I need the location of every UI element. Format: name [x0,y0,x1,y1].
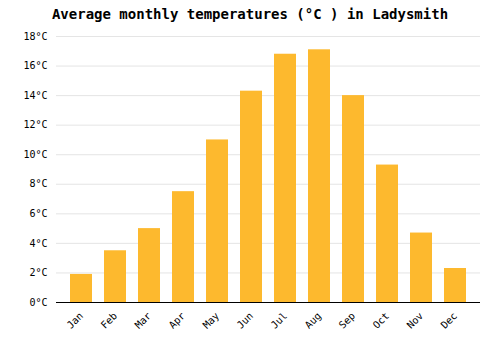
svg-text:8°C: 8°C [29,178,47,189]
svg-text:0°C: 0°C [29,297,47,308]
svg-text:May: May [201,310,222,331]
svg-text:Oct: Oct [371,310,392,331]
svg-text:6°C: 6°C [29,208,47,219]
svg-text:Aug: Aug [303,310,324,331]
svg-text:Nov: Nov [405,310,426,331]
svg-text:Jun: Jun [235,310,256,331]
svg-text:18°C: 18°C [23,31,47,42]
svg-text:10°C: 10°C [23,149,47,160]
svg-text:12°C: 12°C [23,119,47,130]
svg-text:14°C: 14°C [23,90,47,101]
svg-text:Apr: Apr [167,310,188,331]
html-text:Average monthly temperatures (: Average monthly temperatures (°C ) in La… [51,6,449,22]
svg-text:Jul: Jul [269,310,290,331]
svg-text:Dec: Dec [439,310,460,331]
svg-text:Feb: Feb [99,310,120,331]
svg-text:Mar: Mar [133,310,154,331]
svg-text:2°C: 2°C [29,267,47,278]
svg-text:Sep: Sep [337,310,358,331]
svg-text:16°C: 16°C [23,60,47,71]
svg-text:4°C: 4°C [29,238,47,249]
svg-text:Jan: Jan [65,310,86,331]
